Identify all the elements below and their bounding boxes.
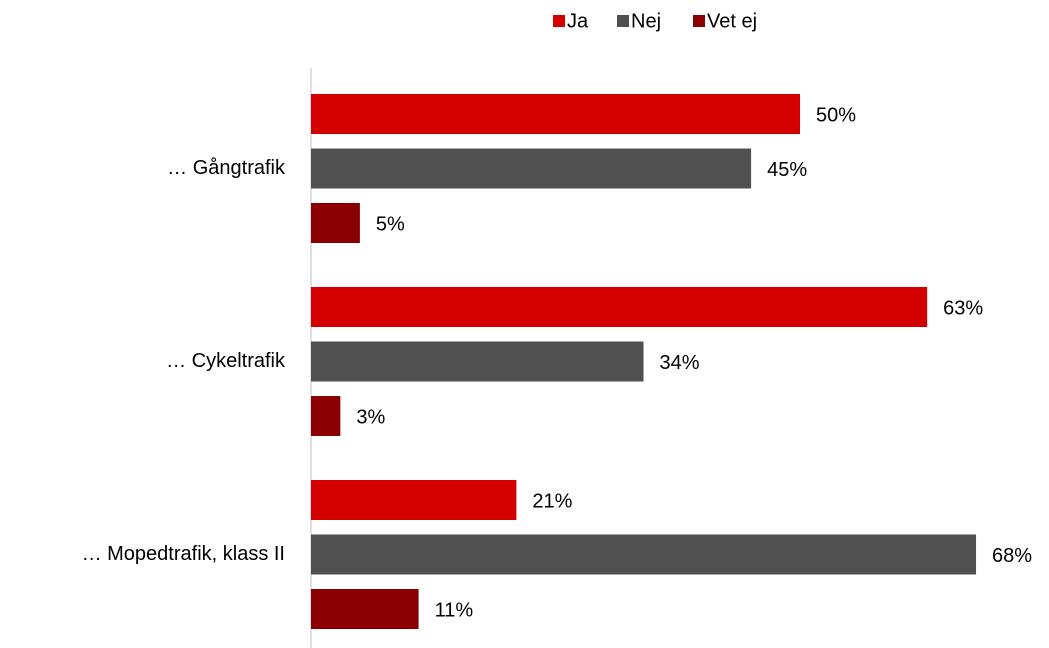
bar bbox=[311, 203, 360, 243]
category-label: … Cykeltrafik bbox=[166, 350, 286, 372]
legend-swatch bbox=[617, 15, 629, 27]
bar bbox=[311, 341, 644, 382]
bar bbox=[311, 287, 928, 327]
value-label: 34% bbox=[660, 352, 700, 374]
value-label: 3% bbox=[356, 406, 385, 428]
legend-label: Vet ej bbox=[707, 10, 757, 32]
legend-label: Nej bbox=[631, 10, 661, 32]
bar bbox=[311, 480, 517, 520]
value-label: 50% bbox=[816, 104, 856, 126]
value-label: 21% bbox=[532, 490, 572, 512]
category-label: … Gångtrafik bbox=[167, 157, 286, 179]
bar bbox=[311, 148, 752, 189]
value-label: 63% bbox=[943, 297, 983, 319]
legend-swatch bbox=[553, 15, 565, 27]
value-label: 11% bbox=[435, 599, 474, 621]
bar bbox=[311, 534, 977, 575]
bar bbox=[311, 94, 800, 134]
legend-label: Ja bbox=[567, 10, 589, 32]
value-label: 68% bbox=[992, 545, 1032, 567]
category-label: … Mopedtrafik, klass II bbox=[82, 543, 285, 565]
value-label: 5% bbox=[376, 213, 405, 235]
bar bbox=[311, 396, 341, 436]
legend-swatch bbox=[693, 15, 705, 27]
value-label: 45% bbox=[767, 159, 807, 181]
bar bbox=[311, 589, 419, 629]
